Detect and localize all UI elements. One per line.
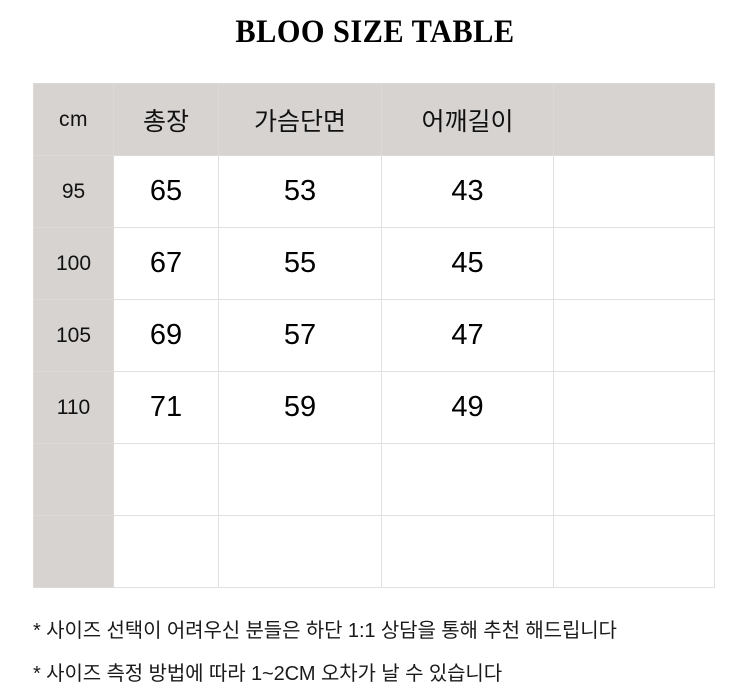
cell-length: 65 <box>113 155 219 228</box>
cell-chest <box>218 443 382 516</box>
cell-length: 71 <box>113 371 219 444</box>
column-header-shoulder: 어깨길이 <box>381 83 554 156</box>
page-title: BLOO SIZE TABLE <box>235 14 515 50</box>
cell-shoulder <box>381 515 554 588</box>
row-label-95: 95 <box>33 155 114 228</box>
cell-shoulder: 45 <box>381 227 554 300</box>
column-header-chest: 가슴단면 <box>218 83 382 156</box>
footer-notes: * 사이즈 선택이 어려우신 분들은 하단 1:1 상담을 통해 추천 해드립니… <box>33 610 733 696</box>
row-label-105: 105 <box>33 299 114 372</box>
table-body: 95 65 53 43 100 67 55 45 105 69 57 <box>33 155 715 588</box>
table-header-row: cm 총장 가슴단면 어깨길이 <box>33 83 715 156</box>
table-row: 110 71 59 49 <box>33 371 715 444</box>
cell-length: 69 <box>113 299 219 372</box>
cell-length <box>113 443 219 516</box>
cell-chest <box>218 515 382 588</box>
cell-shoulder: 47 <box>381 299 554 372</box>
cell-blank <box>553 155 715 228</box>
table-row: 105 69 57 47 <box>33 299 715 372</box>
row-label-blank <box>33 515 114 588</box>
size-table: cm 총장 가슴단면 어깨길이 95 65 53 43 100 67 <box>33 83 715 588</box>
cell-chest: 59 <box>218 371 382 444</box>
row-label-110: 110 <box>33 371 114 444</box>
cell-shoulder <box>381 443 554 516</box>
cell-blank <box>553 227 715 300</box>
table-row: 95 65 53 43 <box>33 155 715 228</box>
row-label-blank <box>33 443 114 516</box>
cell-chest: 55 <box>218 227 382 300</box>
size-table-container: cm 총장 가슴단면 어깨길이 95 65 53 43 100 67 <box>33 83 715 588</box>
cell-chest: 57 <box>218 299 382 372</box>
table-row <box>33 443 715 516</box>
note-line-consultation: * 사이즈 선택이 어려우신 분들은 하단 1:1 상담을 통해 추천 해드립니… <box>33 620 617 642</box>
column-header-cm: cm <box>33 83 114 156</box>
table-header: cm 총장 가슴단면 어깨길이 <box>33 83 715 156</box>
table-row: 100 67 55 45 <box>33 227 715 300</box>
cell-blank <box>553 515 715 588</box>
row-label-100: 100 <box>33 227 114 300</box>
cell-shoulder: 43 <box>381 155 554 228</box>
column-header-blank <box>553 83 715 156</box>
cell-blank <box>553 443 715 516</box>
cell-shoulder: 49 <box>381 371 554 444</box>
table-row <box>33 515 715 588</box>
cell-blank <box>553 299 715 372</box>
cell-length <box>113 515 219 588</box>
note-line-tolerance: * 사이즈 측정 방법에 따라 1~2CM 오차가 날 수 있습니다 <box>33 663 503 685</box>
cell-chest: 53 <box>218 155 382 228</box>
cell-blank <box>553 371 715 444</box>
column-header-length: 총장 <box>113 83 219 156</box>
cell-length: 67 <box>113 227 219 300</box>
